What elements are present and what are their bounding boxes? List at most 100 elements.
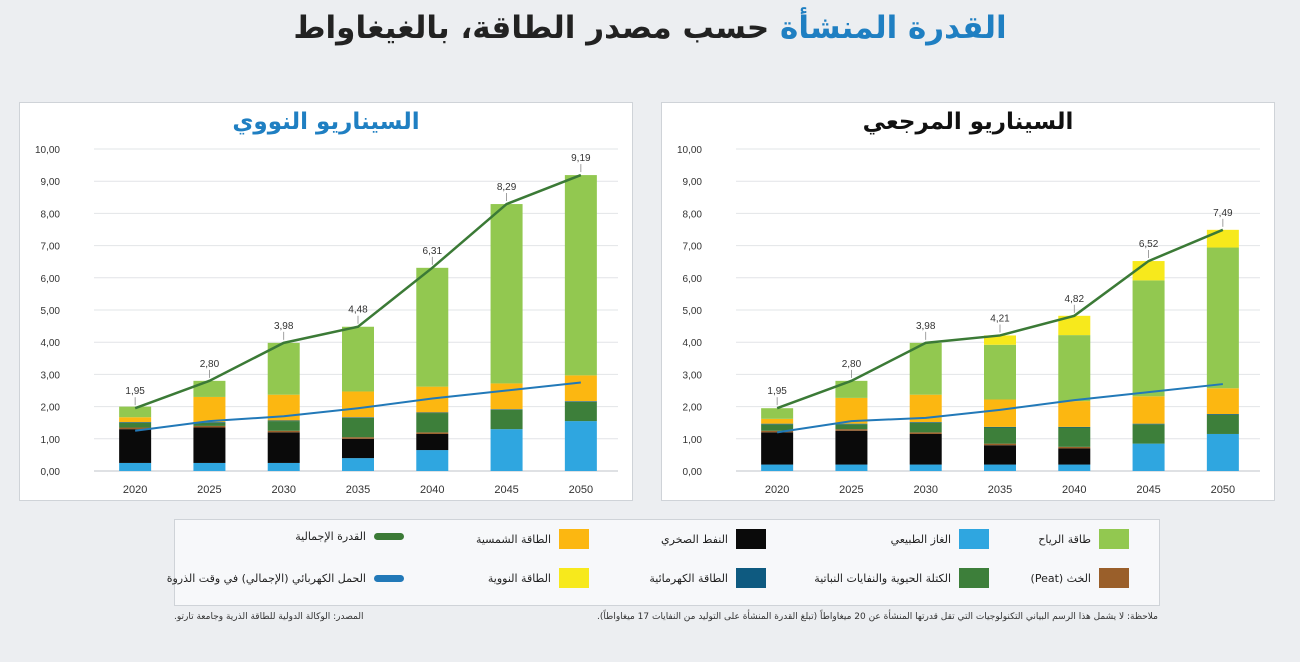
nuclear-x-tick-label: 2040 xyxy=(420,484,444,496)
legend-item-biomass: الكتلة الحيوية والنفايات النباتية xyxy=(814,567,989,589)
nuclear-x-tick-label: 2050 xyxy=(569,484,593,496)
reference-bar-gas xyxy=(1058,464,1091,471)
reference-x-tick-label: 2035 xyxy=(988,484,1012,496)
reference-bar-peat xyxy=(835,429,868,431)
nuclear-bar-peat xyxy=(416,432,449,434)
legend-swatch-peak xyxy=(374,574,404,582)
reference-bar-nuclear xyxy=(984,335,1016,345)
reference-bar-oil xyxy=(984,445,1016,465)
reference-bar-biomass xyxy=(835,424,868,430)
reference-x-tick-label: 2020 xyxy=(765,484,789,496)
legend-swatch-wind xyxy=(1099,529,1129,549)
legend-item-peat: الخث (Peat) xyxy=(1031,567,1129,589)
legend-label-nuclear: الطاقة النووية xyxy=(487,571,551,585)
reference-y-tick-label: 9,00 xyxy=(683,177,703,188)
reference-scenario-chart: السيناريو المرجعي 0,00 1,00 2,00 3,00 4,00 5,… xyxy=(661,102,1275,501)
legend-swatch-total xyxy=(374,532,404,540)
reference-bar-wind xyxy=(1132,280,1165,397)
nuclear-bar-oil xyxy=(267,432,300,463)
legend-label-hydro: الطاقة الكهرمائية xyxy=(649,571,728,585)
legend-swatch-hydro xyxy=(736,568,766,588)
reference-bar-wind xyxy=(1058,335,1091,402)
nuclear-bar-wind xyxy=(193,380,226,397)
page-title-highlight: القدرة المنشأة xyxy=(780,10,1007,46)
nuclear-bar-biomass xyxy=(267,421,300,431)
nuclear-total-label: 8,29 xyxy=(497,182,517,193)
nuclear-chart-title: السيناريو النووي xyxy=(232,109,420,135)
reference-x-tick-label: 2050 xyxy=(1211,484,1235,496)
reference-bar-solar xyxy=(1132,396,1165,424)
reference-bar-gas xyxy=(1132,443,1165,471)
nuclear-bar-hydro xyxy=(342,417,374,418)
legend-item-wind: طاقة الرياح xyxy=(1038,528,1129,550)
legend-label-oil: النفط الصخري xyxy=(661,532,728,546)
legend-swatch-nuclear xyxy=(559,568,589,588)
reference-y-tick-label: 5,00 xyxy=(683,306,703,317)
reference-bar-oil xyxy=(761,432,794,465)
reference-bar-wind xyxy=(835,380,868,398)
nuclear-total-label: 1,95 xyxy=(125,386,145,397)
nuclear-y-tick-label: 4,00 xyxy=(41,338,61,349)
legend-item-total: القدرة الإجمالية xyxy=(295,525,404,547)
reference-bar-nuclear xyxy=(1206,229,1239,248)
nuclear-scenario-chart: السيناريو النووي 0,00 1,00 2,00 3,00 4,00 5,0… xyxy=(19,102,633,501)
reference-bar-oil xyxy=(1058,448,1091,465)
reference-bar-nuclear xyxy=(1058,315,1091,336)
nuclear-bar-peat xyxy=(267,430,300,433)
reference-bar-solar xyxy=(835,397,868,424)
reference-bar-hydro xyxy=(1206,414,1239,415)
nuclear-y-tick-label: 7,00 xyxy=(41,242,61,253)
nuclear-y-tick-label: 9,00 xyxy=(41,177,61,188)
reference-total-label: 6,52 xyxy=(1139,239,1159,250)
reference-total-label: 1,95 xyxy=(767,386,787,397)
reference-peak-load-line xyxy=(776,383,1223,434)
nuclear-bar-biomass xyxy=(193,422,226,426)
reference-bar-wind xyxy=(984,344,1016,400)
legend-label-biomass: الكتلة الحيوية والنفايات النباتية xyxy=(814,571,951,585)
nuclear-bar-gas xyxy=(564,421,597,471)
reference-bar-biomass xyxy=(984,427,1016,444)
nuclear-total-label: 3,98 xyxy=(274,321,294,332)
nuclear-y-tick-label: 8,00 xyxy=(41,209,61,220)
reference-bar-gas xyxy=(761,464,794,471)
reference-bar-gas xyxy=(984,464,1016,471)
reference-bar-gas xyxy=(1206,433,1239,471)
nuclear-bar-wind xyxy=(564,175,597,376)
nuclear-y-tick-label: 6,00 xyxy=(41,274,61,285)
nuclear-x-tick-label: 2035 xyxy=(346,484,370,496)
reference-y-tick-label: 10,00 xyxy=(677,145,702,156)
nuclear-bar-solar xyxy=(342,391,374,418)
nuclear-bar-gas xyxy=(267,462,300,471)
nuclear-bar-hydro xyxy=(416,412,449,414)
nuclear-y-tick-label: 3,00 xyxy=(41,370,61,381)
reference-total-capacity-line xyxy=(776,228,1224,410)
legend: طاقة الرياح الغاز الطبيعي النفط الصخري ا… xyxy=(167,519,1160,606)
nuclear-y-tick-label: 0,00 xyxy=(41,467,61,478)
reference-y-tick-label: 7,00 xyxy=(683,242,703,253)
legend-item-peak: الحمل الكهربائي (الإجمالي) في وقت الذروة xyxy=(167,567,404,589)
reference-y-tick-label: 1,00 xyxy=(683,435,703,446)
reference-x-tick-label: 2040 xyxy=(1062,484,1086,496)
nuclear-bar-wind xyxy=(342,326,374,392)
nuclear-y-tick-label: 5,00 xyxy=(41,306,61,317)
reference-total-label: 2,80 xyxy=(842,359,862,370)
nuclear-bar-hydro xyxy=(564,401,597,402)
legend-swatch-solar xyxy=(559,529,589,549)
nuclear-bar-biomass xyxy=(416,413,449,433)
legend-label-peat: الخث (Peat) xyxy=(1030,571,1091,585)
nuclear-bar-gas xyxy=(416,450,449,471)
nuclear-bar-hydro xyxy=(119,422,152,423)
reference-bar-biomass xyxy=(1132,424,1165,444)
nuclear-y-tick-label: 10,00 xyxy=(35,145,60,156)
reference-bar-solar xyxy=(984,399,1016,427)
reference-bar-gas xyxy=(909,464,942,471)
reference-total-label: 7,49 xyxy=(1213,208,1233,219)
reference-bar-hydro xyxy=(1132,423,1165,425)
reference-total-label: 4,82 xyxy=(1065,294,1085,305)
nuclear-bar-wind xyxy=(416,267,449,387)
reference-bar-gas xyxy=(835,464,868,471)
reference-bar-hydro xyxy=(835,423,868,425)
reference-total-label: 4,21 xyxy=(990,313,1010,324)
nuclear-bar-solar xyxy=(119,417,152,423)
nuclear-bar-biomass xyxy=(342,417,374,438)
